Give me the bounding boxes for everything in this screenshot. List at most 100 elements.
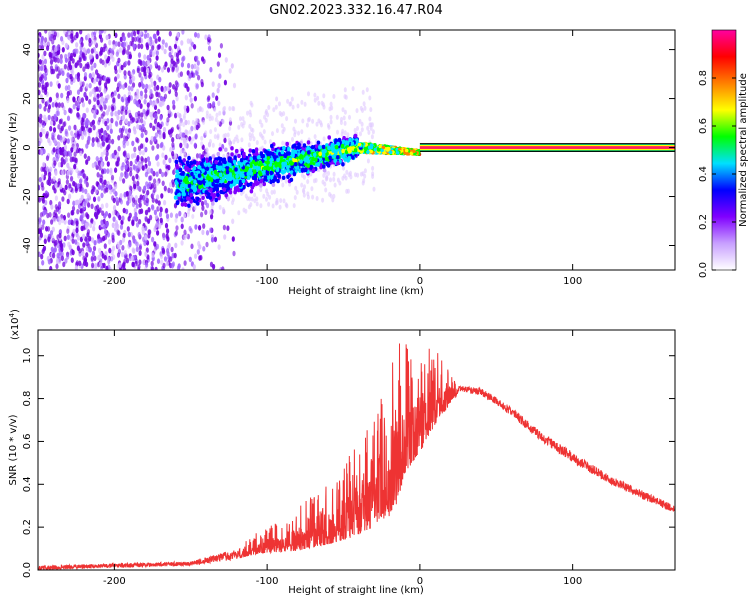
noise-speckle [82, 53, 85, 59]
band-cell [348, 156, 352, 160]
noise-speckle [146, 33, 149, 39]
noise-speckle [93, 63, 96, 69]
noise-speckle [267, 105, 270, 110]
noise-speckle [44, 59, 47, 65]
band-cell [216, 179, 220, 183]
noise-speckle [266, 112, 269, 117]
noise-speckle [71, 257, 74, 263]
noise-speckle [228, 126, 231, 131]
noise-speckle [56, 259, 59, 265]
band-cell [240, 158, 244, 162]
band-cell [301, 168, 305, 172]
noise-speckle [74, 145, 77, 151]
band-cell [264, 175, 268, 179]
noise-speckle [144, 130, 147, 136]
noise-speckle [164, 256, 167, 262]
direct-line-core [420, 146, 675, 149]
noise-speckle [43, 106, 46, 112]
noise-speckle [217, 61, 220, 67]
noise-speckle [242, 124, 245, 129]
noise-speckle [292, 127, 295, 132]
y-tick-label: 0 [22, 144, 33, 150]
band-cell [218, 183, 222, 187]
noise-speckle [47, 40, 50, 46]
band-cell [254, 176, 258, 180]
noise-speckle [158, 129, 161, 135]
noise-speckle [126, 191, 129, 197]
band-cell [382, 146, 386, 150]
noise-speckle [152, 126, 155, 132]
noise-speckle [222, 119, 225, 124]
noise-speckle [167, 188, 170, 194]
band-cell [290, 161, 294, 165]
noise-speckle [110, 118, 113, 124]
noise-speckle [121, 216, 124, 222]
band-cell [182, 192, 186, 196]
band-cell [368, 146, 372, 150]
noise-speckle [328, 192, 331, 197]
noise-speckle [46, 180, 49, 186]
noise-speckle [129, 191, 132, 197]
noise-speckle [222, 107, 225, 112]
noise-speckle [217, 101, 220, 107]
noise-speckle [58, 216, 61, 222]
band-cell [201, 169, 205, 173]
band-cell [272, 183, 276, 187]
noise-speckle [55, 195, 58, 201]
noise-speckle [147, 233, 150, 239]
noise-speckle [89, 223, 92, 229]
noise-speckle [151, 93, 154, 99]
noise-speckle [42, 219, 45, 225]
noise-speckle [248, 142, 251, 147]
noise-speckle [217, 83, 220, 89]
noise-speckle [138, 219, 141, 225]
noise-speckle [126, 173, 129, 179]
noise-speckle [170, 212, 173, 218]
noise-speckle [263, 129, 266, 134]
noise-speckle [209, 209, 212, 215]
y-tick-label: 0.8 [22, 391, 33, 407]
noise-speckle [194, 96, 197, 102]
noise-speckle [189, 46, 192, 52]
noise-speckle [356, 108, 359, 113]
noise-speckle [39, 114, 42, 120]
noise-speckle [141, 133, 144, 139]
noise-speckle [340, 120, 343, 125]
noise-speckle [92, 226, 95, 232]
noise-speckle [131, 262, 134, 268]
noise-speckle [161, 172, 164, 178]
noise-speckle [99, 133, 102, 139]
snr-series-line [38, 344, 675, 570]
noise-speckle [90, 122, 93, 128]
band-cell [348, 138, 352, 142]
noise-speckle [77, 134, 80, 140]
noise-speckle [207, 103, 210, 109]
noise-speckle [316, 196, 319, 201]
noise-speckle [151, 252, 154, 258]
noise-speckle [144, 147, 147, 153]
noise-speckle [181, 240, 184, 246]
noise-speckle [49, 167, 52, 173]
noise-speckle [79, 57, 82, 63]
noise-speckle [54, 210, 57, 216]
noise-speckle [151, 45, 154, 51]
noise-speckle [265, 188, 268, 193]
noise-speckle [43, 51, 46, 57]
noise-speckle [84, 179, 87, 185]
band-cell [261, 154, 265, 158]
noise-speckle [93, 221, 96, 227]
noise-speckle [253, 193, 256, 198]
band-cell [238, 183, 242, 187]
snr-x-label: Height of straight line (km) [288, 585, 424, 596]
band-cell [351, 155, 355, 159]
noise-speckle [205, 242, 208, 248]
noise-speckle [120, 199, 123, 205]
noise-speckle [91, 256, 94, 262]
noise-speckle [166, 228, 169, 234]
noise-speckle [159, 212, 162, 218]
noise-speckle [229, 68, 232, 74]
noise-speckle [171, 137, 174, 143]
noise-speckle [81, 195, 84, 201]
noise-speckle [276, 128, 279, 133]
